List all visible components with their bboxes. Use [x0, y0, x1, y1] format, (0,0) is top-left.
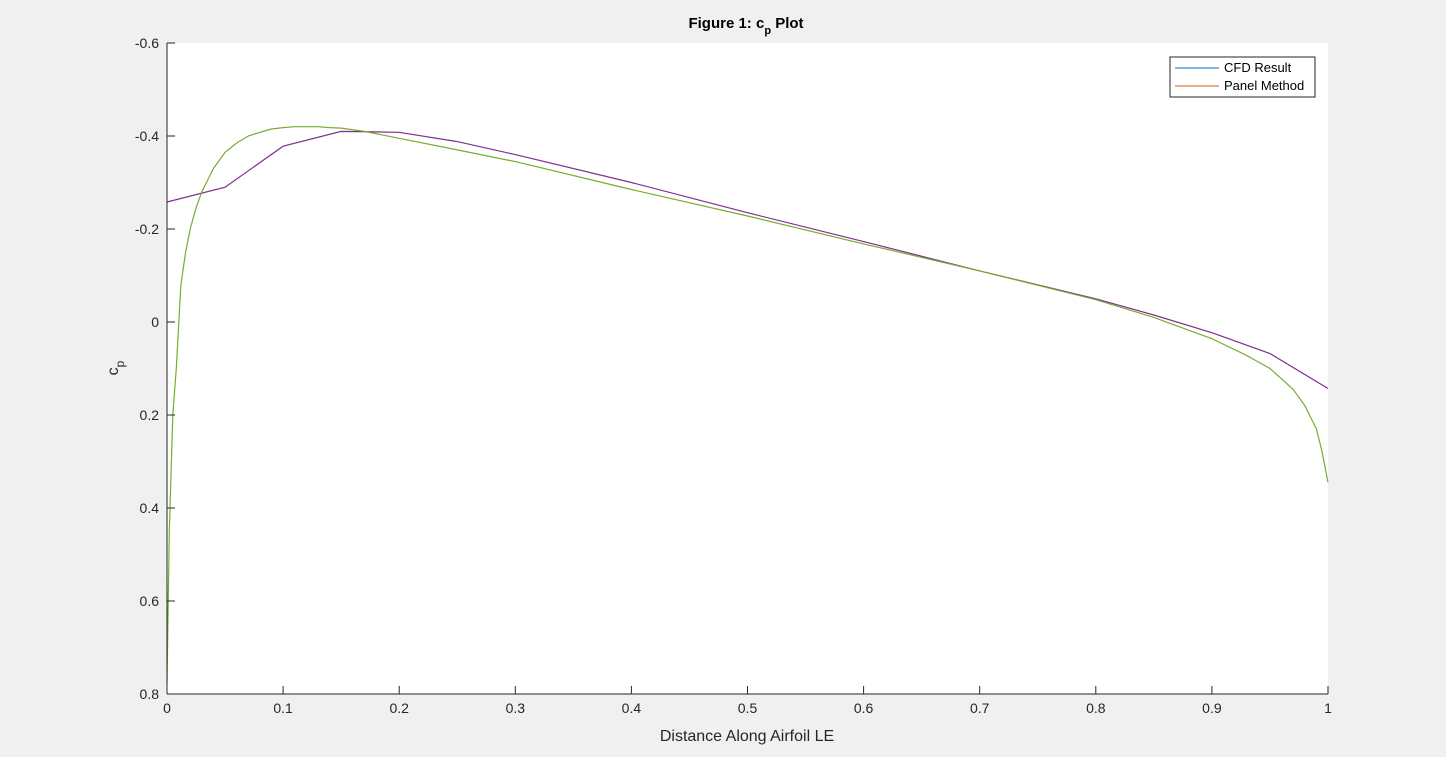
- y-ticks: -0.6 -0.4 -0.2 0 0.2 0.4 0.6 0.8: [135, 35, 175, 702]
- series-line-1: [166, 126, 1329, 683]
- x-ticks: 0 0.1 0.2 0.3 0.4 0.5 0.6 0.7 0.8 0.9 1: [163, 686, 1332, 716]
- y-tick-label: -0.4: [135, 128, 159, 144]
- x-tick-label: 0: [163, 700, 171, 716]
- y-tick-label: -0.2: [135, 221, 159, 237]
- plot-area: [167, 43, 1328, 694]
- y-axis-label-subscript: p: [113, 360, 127, 367]
- y-tick-label: 0.8: [140, 686, 160, 702]
- y-tick-label: 0: [151, 314, 159, 330]
- x-tick-label: 0.1: [273, 700, 293, 716]
- y-tick-label: 0.4: [140, 500, 160, 516]
- chart-title-end: Plot: [771, 15, 804, 32]
- x-tick-label: 0.8: [1086, 700, 1106, 716]
- x-axis-label: Distance Along Airfoil LE: [660, 728, 834, 745]
- legend-label-panel: Panel Method: [1224, 78, 1304, 93]
- x-tick-label: 0.6: [854, 700, 874, 716]
- x-tick-label: 0.7: [970, 700, 990, 716]
- x-tick-label: 0.2: [389, 700, 409, 716]
- legend-box: [1169, 56, 1316, 98]
- x-tick-label: 0.5: [738, 700, 758, 716]
- chart-title: Figure 1: cp Plot: [688, 15, 803, 37]
- series-line-0: [166, 130, 1329, 390]
- chart-title-subscript: p: [764, 25, 771, 37]
- legend-label-cfd: CFD Result: [1224, 60, 1292, 75]
- chart-title-main: Figure 1: c: [688, 15, 764, 32]
- series-layer: [166, 126, 1329, 683]
- y-tick-label: 0.2: [140, 407, 160, 423]
- y-tick-label: -0.6: [135, 35, 159, 51]
- x-tick-label: 0.4: [622, 700, 642, 716]
- y-tick-label: 0.6: [140, 593, 160, 609]
- y-axis-label-main: c: [105, 367, 122, 375]
- x-tick-label: 0.3: [506, 700, 526, 716]
- x-tick-label: 0.9: [1202, 700, 1222, 716]
- x-tick-label: 1: [1324, 700, 1332, 716]
- y-axis-label: cp: [105, 360, 127, 375]
- legend: CFD Result Panel Method: [1169, 56, 1316, 98]
